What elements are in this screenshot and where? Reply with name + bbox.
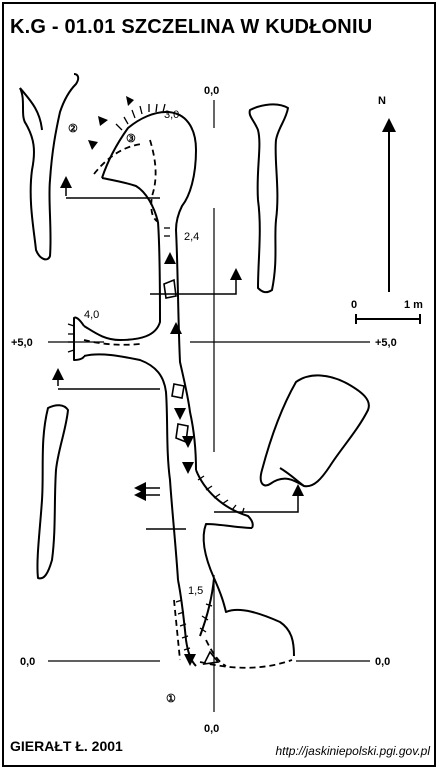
- source-url[interactable]: http://jaskiniepolski.pgi.gov.pl: [275, 744, 430, 758]
- level-right-zero-label: 0,0: [375, 656, 390, 668]
- north-label: N: [378, 95, 386, 107]
- level-right-plus5-label: +5,0: [375, 337, 397, 349]
- slope-hatching: [67, 103, 245, 651]
- entrance-marker-3: ③: [126, 133, 136, 145]
- depth-label-3-0: 3,0: [164, 109, 179, 121]
- map-title: K.G - 01.01 SZCZELINA W KUDŁONIU: [10, 16, 373, 38]
- level-left-zero-label: 0,0: [20, 656, 35, 668]
- slope-arrows: [88, 96, 196, 666]
- scale-start-label: 0: [351, 299, 357, 311]
- cave-outline: [73, 111, 295, 667]
- cross-section-lines: [52, 176, 304, 530]
- dashed-outlines: [83, 139, 293, 669]
- author-credit: GIERAŁT Ł. 2001: [10, 738, 123, 754]
- boulders: [163, 278, 220, 666]
- scale-end-label: 1 m: [404, 299, 423, 311]
- depth-label-1-5: 1,5: [188, 585, 203, 597]
- level-bottom-label: 0,0: [204, 723, 219, 735]
- level-left-plus5-label: +5,0: [11, 337, 33, 349]
- entrance-marker-2: ②: [68, 123, 78, 135]
- scale-bar: 0 1 m: [351, 299, 423, 324]
- wall-profiles: [19, 73, 370, 580]
- level-top-label: 0,0: [204, 85, 219, 97]
- map-frame: [2, 2, 436, 767]
- depth-label-2-4: 2,4: [184, 231, 199, 243]
- north-arrow: N: [378, 95, 396, 292]
- depth-label-4-0: 4,0: [84, 309, 99, 321]
- reference-axes: [48, 100, 370, 712]
- entrance-marker-1: ①: [166, 693, 176, 705]
